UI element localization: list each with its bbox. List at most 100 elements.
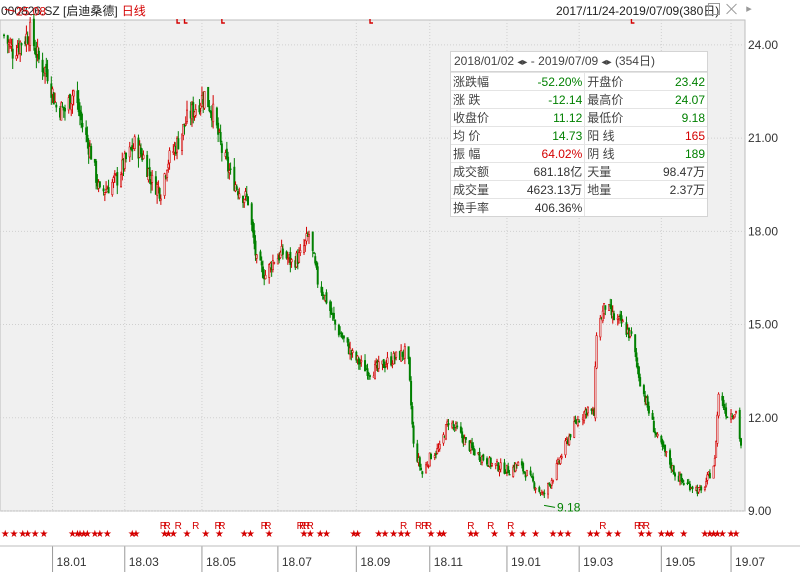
signal-star-icon: ★ bbox=[31, 529, 40, 540]
stat-value: -52.20% bbox=[519, 72, 586, 91]
period-label[interactable]: 日线 bbox=[121, 4, 146, 18]
signal-star-icon: ★ bbox=[592, 529, 601, 540]
candle-body bbox=[620, 315, 623, 324]
signal-star-icon: ★ bbox=[700, 529, 709, 540]
candle-body bbox=[651, 412, 654, 420]
candle-body bbox=[163, 173, 166, 196]
candle-body bbox=[308, 234, 311, 237]
low-price-pointer bbox=[543, 504, 556, 508]
candle-body bbox=[64, 107, 67, 112]
candle-body bbox=[41, 59, 44, 73]
stat-label: 天量 bbox=[584, 162, 642, 181]
candle-body bbox=[219, 132, 222, 143]
candle-body bbox=[617, 316, 620, 319]
x-tick-label: 18.05 bbox=[206, 555, 236, 569]
candle-body bbox=[636, 362, 639, 369]
signal-star-icon: ★ bbox=[605, 529, 614, 540]
candle-body bbox=[609, 304, 612, 307]
candle-body bbox=[20, 43, 23, 46]
candle-body bbox=[330, 307, 333, 315]
candle-body bbox=[639, 377, 642, 387]
candle-body bbox=[32, 18, 35, 47]
stat-label: 换手率 bbox=[451, 198, 519, 216]
candle-body bbox=[725, 407, 728, 417]
candle-body bbox=[19, 41, 22, 54]
signal-star-icon: ★ bbox=[490, 529, 499, 540]
signal-star-icon: ★ bbox=[79, 529, 88, 540]
x-tick-label: 18.03 bbox=[129, 555, 159, 569]
candle-body bbox=[103, 192, 106, 195]
maximize-icon[interactable] bbox=[708, 3, 720, 15]
signal-star-icon: ★ bbox=[18, 529, 27, 540]
candle-body bbox=[421, 471, 424, 475]
candle-body bbox=[98, 181, 101, 188]
candle-body bbox=[661, 440, 664, 447]
statistics-row: 涨跌幅 -52.20% 开盘价 23.42 bbox=[451, 72, 707, 91]
candle-body bbox=[250, 203, 253, 225]
candle-body bbox=[321, 291, 324, 296]
candle-body bbox=[357, 358, 360, 365]
candle-body bbox=[735, 411, 738, 413]
candle-body bbox=[569, 434, 572, 438]
range-start[interactable]: 2018/01/02 bbox=[454, 54, 515, 68]
y-tick-label: 15.00 bbox=[748, 318, 778, 332]
signal-star-icon: ★ bbox=[90, 529, 99, 540]
candle-body bbox=[359, 362, 362, 365]
candle-body bbox=[290, 259, 293, 263]
high-price-label: 25.08 bbox=[16, 4, 46, 18]
candle-body bbox=[688, 483, 691, 491]
candle-body bbox=[715, 441, 718, 458]
candle-body bbox=[112, 177, 115, 183]
signal-star-icon: ★ bbox=[389, 529, 398, 540]
x-tick-label: 18.07 bbox=[282, 555, 312, 569]
candle-body bbox=[184, 123, 187, 126]
statistics-row: 均 价 14.73 阳 线 165 bbox=[451, 126, 707, 145]
candle-body bbox=[81, 122, 84, 128]
candle-body bbox=[420, 467, 423, 471]
stat-label: 均 价 bbox=[451, 126, 519, 145]
candle-body bbox=[229, 168, 232, 170]
candle-body bbox=[486, 458, 489, 465]
candle-body bbox=[9, 42, 12, 47]
candle-body bbox=[139, 147, 142, 155]
candle-body bbox=[726, 416, 729, 419]
signal-r-marker: R bbox=[261, 521, 268, 532]
candle-body bbox=[181, 133, 184, 151]
candle-body bbox=[54, 101, 57, 103]
signal-star-icon: ★ bbox=[644, 529, 653, 540]
candle-body bbox=[407, 346, 410, 360]
candle-body bbox=[733, 414, 736, 418]
signal-star-icon: ★ bbox=[380, 529, 389, 540]
candle-body bbox=[235, 186, 238, 190]
candle-body bbox=[15, 55, 18, 60]
candle-body bbox=[568, 435, 571, 445]
stat-value: 23.42 bbox=[641, 72, 707, 91]
signal-star-icon: ★ bbox=[709, 529, 718, 540]
signal-star-icon: ★ bbox=[439, 529, 448, 540]
candle-body bbox=[329, 301, 332, 311]
x-tick-label: 18.09 bbox=[360, 555, 390, 569]
candle-body bbox=[76, 90, 79, 104]
candle-body bbox=[504, 472, 507, 474]
candle-body bbox=[543, 492, 546, 495]
signal-star-icon: ★ bbox=[240, 529, 249, 540]
candle-body bbox=[533, 482, 536, 489]
candle-body bbox=[559, 457, 562, 464]
candle-body bbox=[503, 462, 506, 474]
signal-star-icon: ★ bbox=[549, 529, 558, 540]
range-selector[interactable]: 2018/01/02 ◂▸ - 2019/07/09 ◂▸ (354日) bbox=[451, 52, 707, 72]
range-start-arrows-icon[interactable]: ◂▸ bbox=[517, 57, 528, 68]
candle-body bbox=[273, 262, 276, 264]
candle-body bbox=[447, 423, 450, 426]
range-end[interactable]: 2019/07/09 bbox=[538, 54, 599, 68]
candle-body bbox=[430, 453, 433, 460]
candle-body bbox=[472, 445, 475, 451]
candle-body bbox=[660, 435, 663, 443]
chevron-right-icon[interactable]: ▸ bbox=[746, 3, 752, 15]
candle-body bbox=[630, 331, 633, 334]
signal-star-icon: ★ bbox=[164, 529, 173, 540]
candle-body bbox=[604, 305, 607, 310]
candle-body bbox=[259, 251, 262, 261]
range-end-arrows-icon[interactable]: ◂▸ bbox=[601, 57, 612, 68]
candle-body bbox=[738, 409, 741, 439]
